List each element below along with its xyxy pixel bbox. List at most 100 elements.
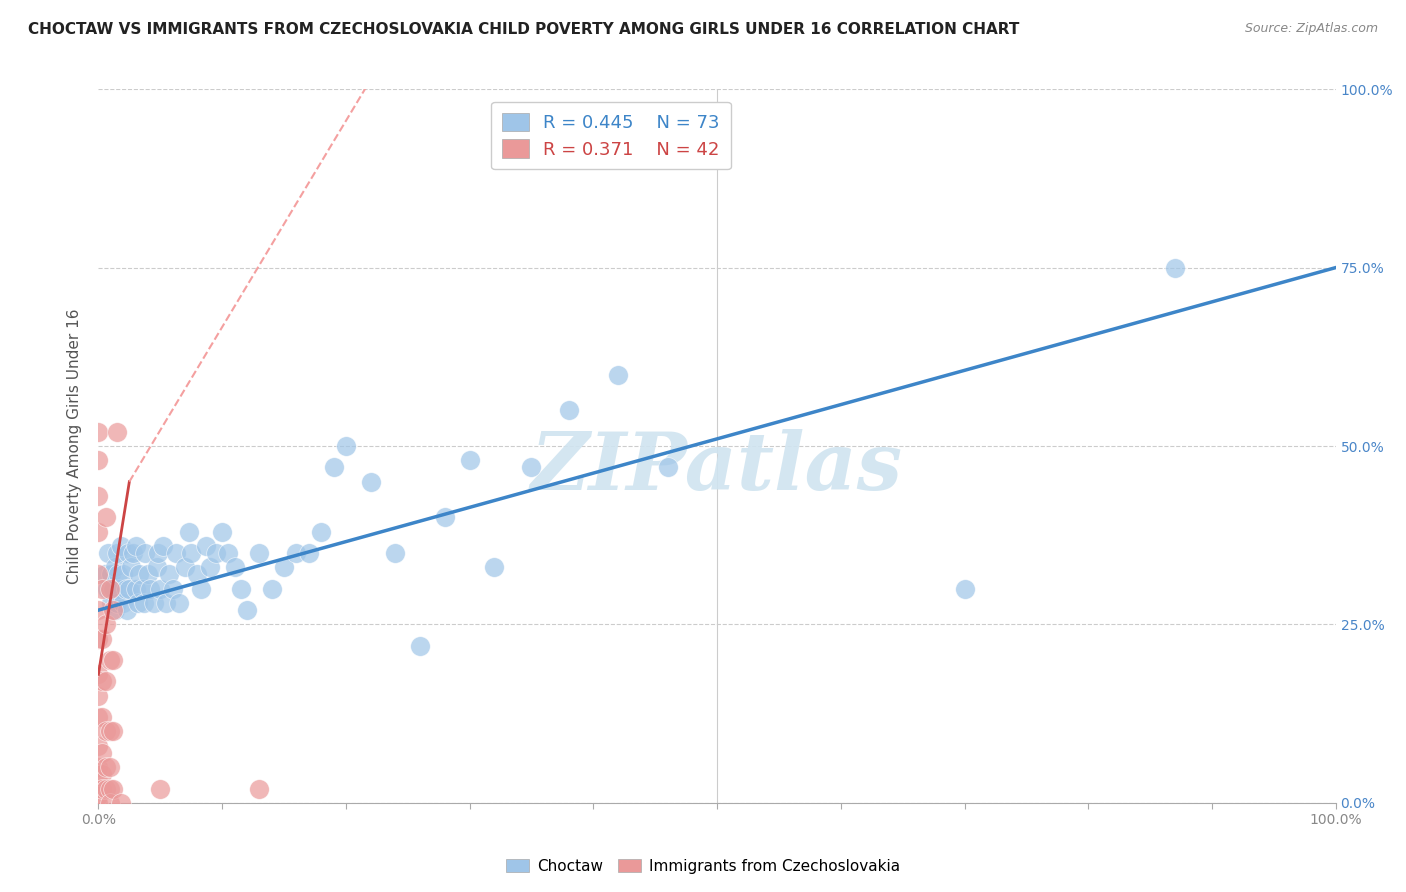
Text: ZIPatlas: ZIPatlas [531, 429, 903, 506]
Point [110, 796, 132, 810]
Point [186, 567, 208, 582]
Point [134, 546, 156, 560]
Point [97, 546, 120, 560]
Point [103, 653, 125, 667]
Point [190, 582, 212, 596]
Point [87, 524, 110, 539]
Point [224, 560, 246, 574]
Point [131, 582, 153, 596]
Point [94, 510, 117, 524]
Point [458, 453, 481, 467]
Point [145, 560, 167, 574]
Point [91, 632, 114, 646]
Point [143, 596, 166, 610]
Point [205, 546, 228, 560]
Point [107, 567, 129, 582]
Point [87, 489, 110, 503]
Point [409, 639, 432, 653]
Point [118, 582, 141, 596]
Point [335, 439, 357, 453]
Point [384, 546, 406, 560]
Point [103, 603, 125, 617]
Point [112, 596, 135, 610]
Point [520, 460, 543, 475]
Point [128, 567, 150, 582]
Point [100, 567, 122, 582]
Point [98, 653, 121, 667]
Point [120, 560, 142, 574]
Point [98, 760, 121, 774]
Point [149, 781, 172, 796]
Point [94, 674, 117, 689]
Point [127, 596, 149, 610]
Point [98, 724, 121, 739]
Point [165, 546, 187, 560]
Point [105, 596, 128, 610]
Point [607, 368, 630, 382]
Point [94, 781, 117, 796]
Point [93, 567, 115, 582]
Point [117, 546, 139, 560]
Point [91, 746, 114, 760]
Point [195, 539, 218, 553]
Point [136, 567, 159, 582]
Point [247, 781, 270, 796]
Point [115, 603, 138, 617]
Point [108, 582, 131, 596]
Point [322, 460, 344, 475]
Point [155, 596, 177, 610]
Point [103, 582, 125, 596]
Point [98, 582, 121, 596]
Point [103, 724, 125, 739]
Point [236, 603, 259, 617]
Y-axis label: Child Poverty Among Girls Under 16: Child Poverty Among Girls Under 16 [67, 309, 83, 583]
Point [87, 667, 110, 681]
Point [180, 546, 202, 560]
Point [100, 596, 122, 610]
Point [105, 425, 128, 439]
Point [146, 546, 169, 560]
Point [94, 760, 117, 774]
Point [87, 789, 110, 803]
Point [87, 567, 110, 582]
Point [217, 546, 239, 560]
Point [247, 546, 270, 560]
Point [87, 774, 110, 789]
Point [87, 453, 110, 467]
Legend: Choctaw, Immigrants from Czechoslovakia: Choctaw, Immigrants from Czechoslovakia [501, 853, 905, 880]
Point [953, 582, 976, 596]
Point [309, 524, 332, 539]
Point [94, 724, 117, 739]
Point [91, 674, 114, 689]
Point [87, 425, 110, 439]
Legend: R = 0.445    N = 73, R = 0.371    N = 42: R = 0.445 N = 73, R = 0.371 N = 42 [491, 102, 731, 169]
Point [139, 582, 162, 596]
Point [298, 546, 321, 560]
Point [114, 582, 136, 596]
Point [122, 546, 145, 560]
Text: CHOCTAW VS IMMIGRANTS FROM CZECHOSLOVAKIA CHILD POVERTY AMONG GIRLS UNDER 16 COR: CHOCTAW VS IMMIGRANTS FROM CZECHOSLOVAKI… [28, 22, 1019, 37]
Point [198, 560, 221, 574]
Point [162, 582, 184, 596]
Point [87, 739, 110, 753]
Point [87, 603, 110, 617]
Point [103, 560, 125, 574]
Point [98, 796, 121, 810]
Point [91, 767, 114, 781]
Point [87, 632, 110, 646]
Text: Source: ZipAtlas.com: Source: ZipAtlas.com [1244, 22, 1378, 36]
Point [105, 546, 128, 560]
Point [112, 567, 135, 582]
Point [157, 567, 180, 582]
Point [484, 560, 506, 574]
Point [91, 582, 114, 596]
Point [134, 596, 156, 610]
Point [96, 582, 118, 596]
Point [211, 524, 233, 539]
Point [177, 524, 200, 539]
Point [657, 460, 679, 475]
Point [433, 510, 456, 524]
Point [91, 781, 114, 796]
Point [103, 603, 125, 617]
Point [124, 582, 146, 596]
